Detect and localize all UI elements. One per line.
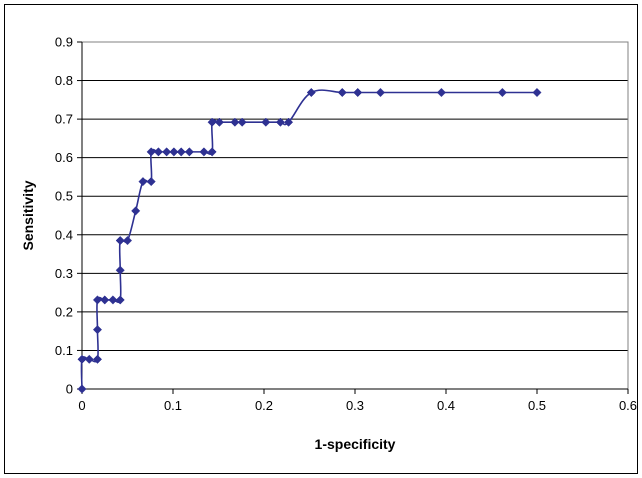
x-tick-label: 0.3 [346,398,364,413]
data-point [353,87,363,98]
data-point [284,117,294,127]
data-point [92,325,103,335]
y-tick-label: 0.8 [55,73,73,88]
x-tick-label: 0 [78,398,85,413]
x-tick-label: 0.4 [437,398,455,413]
series-roc [77,87,542,394]
gridlines [82,41,628,351]
y-tick-label: 0.4 [55,227,73,242]
data-point [375,87,386,98]
axes [77,41,629,394]
y-tick-label: 0.5 [55,189,73,204]
data-point [436,87,447,98]
data-point [153,147,163,157]
series-line [80,89,537,390]
data-point [122,236,133,246]
data-point [77,354,87,364]
data-point [237,117,247,127]
data-point [77,384,87,394]
y-tick-label: 0.3 [55,266,73,281]
x-tick-label: 0.1 [164,398,182,413]
data-point [184,147,194,157]
y-tick-label: 0.2 [55,304,73,319]
y-tick-label: 0.9 [55,35,73,50]
data-point [100,295,110,305]
data-point [108,295,118,305]
data-point [275,117,285,127]
y-tick-label: 0.6 [55,150,73,165]
data-point [337,87,347,98]
data-point [115,236,125,246]
data-point [146,177,156,187]
y-tick-label: 0 [66,382,73,397]
data-point [261,117,271,127]
data-point [169,147,179,157]
data-point [230,117,240,127]
data-point [162,147,172,157]
data-point [207,117,217,127]
data-point [199,147,209,157]
data-point [207,147,217,157]
data-point [138,177,148,187]
data-point [84,354,94,364]
data-point [92,354,103,364]
data-point [176,147,186,157]
y-tick-label: 0.1 [55,343,73,358]
x-tick-label: 0.2 [255,398,273,413]
y-tick-label: 0.7 [55,112,73,127]
data-point [146,147,156,157]
data-point [115,295,125,305]
x-tick-label: 0.6 [619,398,637,413]
data-point [131,206,141,216]
data-point [306,87,316,98]
x-tick-label: 0.5 [528,398,546,413]
data-point [115,265,125,275]
chart-frame [4,4,638,474]
tick-labels: 0 0.1 0.2 0.3 0.4 0.5 0.6 0.7 0.8 0.9 0 0.1 0.2 0.3 0.… [55,35,637,414]
data-point [497,87,507,98]
y-axis-title: Sensitivity [20,180,36,250]
data-point [214,117,224,127]
data-point [532,87,542,98]
data-point [92,295,103,305]
x-axis-title: 1-specificity [315,436,396,452]
